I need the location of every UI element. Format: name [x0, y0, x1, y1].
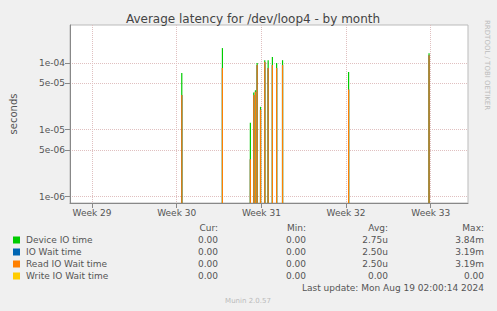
svg-text:0.00: 0.00	[286, 235, 306, 245]
svg-text:2.50u: 2.50u	[362, 247, 388, 257]
svg-text:Cur:: Cur:	[199, 223, 218, 233]
svg-text:0.00: 0.00	[198, 247, 218, 257]
svg-text:0.00: 0.00	[286, 259, 306, 269]
svg-text:Min:: Min:	[287, 223, 306, 233]
svg-text:0.00: 0.00	[368, 271, 388, 281]
svg-text:RRDTOOL / TOBI OETIKER: RRDTOOL / TOBI OETIKER	[483, 20, 491, 110]
svg-text:seconds: seconds	[8, 94, 19, 135]
svg-text:IO Wait time: IO Wait time	[26, 247, 82, 257]
svg-text:Week 33: Week 33	[411, 208, 450, 218]
svg-text:0.00: 0.00	[286, 271, 306, 281]
svg-text:1e-06: 1e-06	[39, 192, 65, 202]
svg-text:Write IO Wait time: Write IO Wait time	[26, 271, 109, 281]
svg-text:5e-05: 5e-05	[39, 78, 65, 88]
svg-text:Avg:: Avg:	[368, 223, 388, 233]
svg-text:1e-05: 1e-05	[39, 125, 65, 135]
svg-text:Last update: Mon Aug 19 02:00:: Last update: Mon Aug 19 02:00:14 2024	[302, 283, 484, 293]
svg-text:0.00: 0.00	[198, 271, 218, 281]
svg-text:0.00: 0.00	[198, 259, 218, 269]
svg-text:5e-06: 5e-06	[39, 145, 65, 155]
svg-text:Week 31: Week 31	[242, 208, 281, 218]
svg-text:Munin 2.0.57: Munin 2.0.57	[225, 297, 271, 305]
svg-text:Average latency for /dev/loop4: Average latency for /dev/loop4 - by mont…	[126, 12, 380, 26]
svg-text:Week 32: Week 32	[327, 208, 366, 218]
svg-text:1e-04: 1e-04	[39, 58, 65, 68]
svg-text:3.19m: 3.19m	[455, 247, 484, 257]
svg-text:Max:: Max:	[462, 223, 484, 233]
svg-text:2.50u: 2.50u	[362, 259, 388, 269]
svg-text:0.00: 0.00	[198, 235, 218, 245]
svg-text:3.19m: 3.19m	[455, 259, 484, 269]
svg-text:2.75u: 2.75u	[362, 235, 388, 245]
svg-text:Device IO time: Device IO time	[26, 235, 93, 245]
svg-text:Week 29: Week 29	[73, 208, 112, 218]
svg-text:3.84m: 3.84m	[455, 235, 484, 245]
svg-text:0.00: 0.00	[464, 271, 484, 281]
svg-text:Week 30: Week 30	[157, 208, 196, 218]
svg-text:Read IO Wait time: Read IO Wait time	[26, 259, 108, 269]
svg-text:0.00: 0.00	[286, 247, 306, 257]
